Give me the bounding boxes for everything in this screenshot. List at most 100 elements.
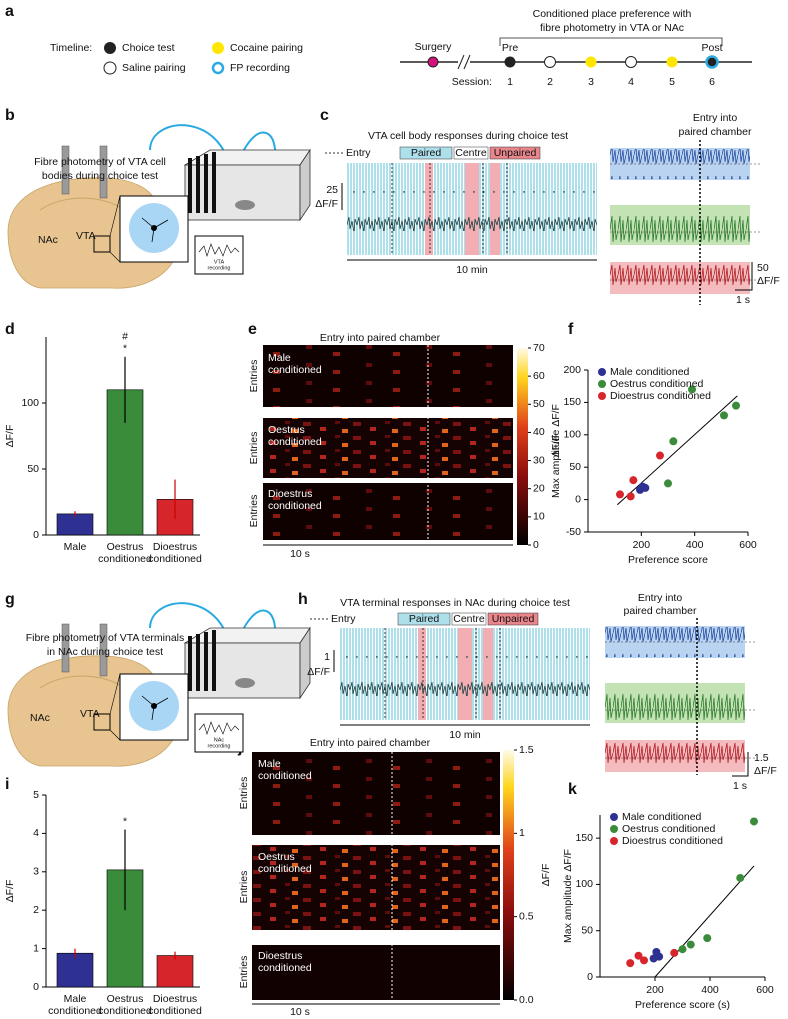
scale-value: 25 (326, 184, 338, 196)
aligned-title: paired chamber (679, 126, 752, 138)
point (626, 492, 635, 501)
scale-bar (735, 262, 753, 291)
timeline-label: Timeline: (50, 42, 92, 54)
y-tick-label: 1 (33, 942, 39, 954)
colorbar-tick-label: 0.5 (519, 910, 534, 922)
surgery-label: Surgery (415, 41, 453, 53)
heatmap (252, 845, 500, 930)
session-number: 2 (547, 76, 553, 88)
row-label: Oestrus conditioned (268, 424, 322, 448)
scale-unit: ΔF/F (307, 666, 330, 678)
session-number: 6 (709, 76, 715, 88)
panel-label: b (5, 107, 15, 124)
y-tick-label: 0 (33, 529, 39, 541)
legend-text: Centre (453, 613, 485, 625)
brain-diagram (7, 124, 311, 290)
colorbar-tick-label: 0.0 (519, 994, 534, 1006)
y-axis-label: Max amplitude ΔF/F (550, 404, 562, 498)
legend-text: Dioestrus conditioned (610, 390, 711, 402)
session-number: 3 (588, 76, 594, 88)
panel-label: a (5, 3, 14, 20)
recording-label: recording (208, 743, 231, 749)
scale-unit: ΔF/F (757, 275, 780, 287)
x-tick-label: 200 (646, 984, 664, 996)
x-axis-label: Preference score (628, 554, 708, 566)
trace (339, 627, 591, 726)
point (720, 411, 728, 420)
point (678, 945, 687, 954)
session-dot (544, 56, 556, 68)
scale-unit: ΔF/F (315, 198, 338, 210)
region-label: VTA (76, 230, 96, 242)
timeline-title: Conditioned place preference with (533, 8, 692, 20)
panel-label: k (568, 781, 577, 798)
y-tick-label: 100 (563, 429, 581, 441)
row-axis: Entries (238, 956, 250, 989)
y-tick-label: 4 (33, 827, 39, 839)
time-label: 1 s (736, 294, 750, 306)
caption: in NAc during choice test (47, 646, 163, 658)
y-axis-label: ΔF/F (4, 880, 16, 903)
region-label: NAc (38, 234, 58, 246)
y-tick-label: 0 (33, 981, 39, 993)
session-dot (705, 55, 719, 69)
y-tick-label: 50 (27, 463, 39, 475)
row-label: Dioestrus conditioned (258, 950, 312, 974)
heatmap (252, 752, 500, 835)
trace-panel: VTA terminal responses in NAc during cho… (307, 592, 777, 792)
legend-text: Male conditioned (610, 366, 690, 378)
legend-box (451, 612, 487, 626)
row-axis: Entries (238, 871, 250, 904)
legend-dot (103, 61, 117, 75)
time-label: 10 min (456, 264, 488, 276)
y-tick-label: -50 (566, 526, 581, 538)
colorbar (517, 348, 528, 545)
y-tick-label: 100 (21, 397, 39, 409)
legend-box (453, 146, 489, 160)
fit-line (616, 395, 738, 506)
legend-box (487, 612, 539, 626)
colorbar-tick-label: 30 (533, 454, 545, 466)
point (626, 959, 635, 968)
significance-mark: * (123, 343, 127, 355)
caption: Fibre photometry of VTA terminals (26, 632, 185, 644)
panel-label: f (568, 321, 574, 338)
session-number: 5 (669, 76, 675, 88)
colorbar-tick-label: 40 (533, 426, 545, 438)
scale-value: 1 (324, 651, 330, 663)
panel-label: i (5, 776, 9, 793)
y-axis-label: ΔF/F (4, 425, 16, 448)
point (616, 490, 624, 499)
heatmap-panel: Entry into paired chamber Male conditione… (248, 332, 562, 560)
legend-text: Entry (346, 147, 371, 159)
bar (156, 955, 194, 988)
legend-text: Unpaired (494, 147, 537, 159)
y-tick-label: 0 (575, 493, 581, 505)
legend-text: Male conditioned (622, 811, 702, 823)
aligned-title: paired chamber (624, 605, 697, 617)
legend-text: Paired (411, 147, 442, 159)
recording-label: NAc (214, 737, 225, 743)
brain-diagram (7, 602, 311, 768)
point (656, 451, 664, 460)
heatmap (263, 483, 513, 540)
illustration: Fibre photometry of VTA terminals in NAc… (7, 602, 311, 768)
row-axis: Entries (238, 777, 250, 810)
axis-break (458, 55, 470, 69)
legend-box (399, 146, 453, 160)
significance-mark: * (123, 815, 127, 827)
point (736, 873, 745, 882)
aligned-title: Entry into (638, 592, 683, 604)
colorbar-tick-label: 20 (533, 482, 545, 494)
illustration: Fibre photometry of VTA cell bodies duri… (7, 124, 311, 290)
legend-text: Oestrus conditioned (622, 823, 716, 835)
x-tick-label: Dioestrus conditioned (148, 541, 202, 565)
session-dot (585, 56, 597, 68)
y-tick-label: 50 (569, 461, 581, 473)
colorbar-tick-label: 70 (533, 342, 545, 354)
trace-title: VTA terminal responses in NAc during cho… (340, 597, 570, 609)
aligned-title: Entry into (693, 112, 738, 124)
legend-text: Paired (409, 613, 440, 625)
